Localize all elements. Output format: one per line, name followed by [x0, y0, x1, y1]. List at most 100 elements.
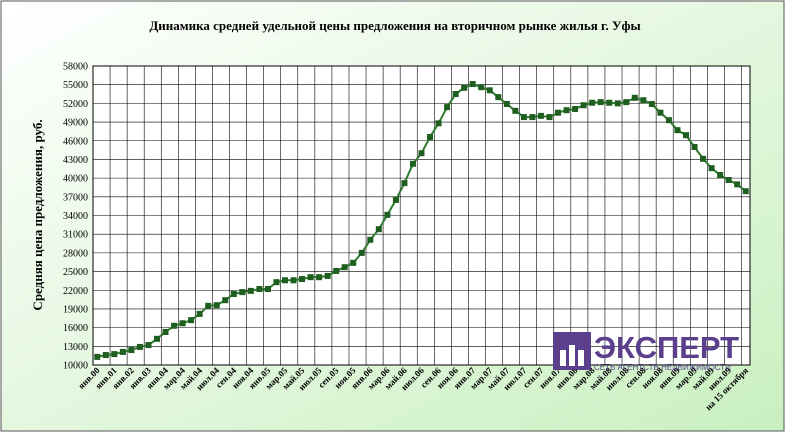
- marker: [341, 264, 348, 271]
- marker: [589, 99, 596, 106]
- marker: [119, 348, 126, 355]
- marker: [384, 211, 391, 218]
- chart-title: Динамика средней удельной цены предложен…: [149, 18, 640, 33]
- marker: [162, 328, 169, 335]
- marker: [674, 127, 681, 134]
- y-tick-label: 10000: [63, 361, 88, 372]
- logo-icon: [560, 350, 566, 366]
- marker: [691, 143, 698, 150]
- y-tick-label: 22000: [63, 286, 88, 297]
- marker: [273, 279, 280, 286]
- marker: [392, 196, 399, 203]
- marker: [375, 226, 382, 233]
- marker: [555, 109, 562, 116]
- marker: [657, 109, 664, 116]
- marker: [546, 114, 553, 121]
- y-tick-label: 28000: [63, 248, 88, 259]
- marker: [427, 134, 434, 141]
- marker: [401, 180, 408, 187]
- y-tick-label: 58000: [63, 62, 88, 73]
- y-tick-label: 46000: [63, 136, 88, 147]
- y-tick-label: 19000: [63, 304, 88, 315]
- y-axis-label: Средняя цена предложения, руб.: [30, 119, 45, 310]
- marker: [606, 99, 613, 106]
- y-tick-label: 37000: [63, 192, 88, 203]
- logo-icon: [578, 350, 584, 366]
- marker: [683, 132, 690, 139]
- marker: [358, 249, 365, 256]
- marker: [665, 117, 672, 124]
- marker: [213, 302, 220, 309]
- logo-tagline: СЕТЬ АГЕНТСТВ НЕДВИЖИМОСТИ: [594, 363, 731, 372]
- y-tick-label: 34000: [63, 211, 88, 222]
- marker: [597, 99, 604, 106]
- y-tick-label: 43000: [63, 155, 88, 166]
- marker: [205, 302, 212, 309]
- marker: [136, 343, 143, 350]
- marker: [563, 107, 570, 114]
- marker: [512, 107, 519, 114]
- marker: [102, 352, 109, 359]
- y-tick-label: 52000: [63, 99, 88, 110]
- marker: [734, 181, 741, 188]
- y-tick-label: 13000: [63, 342, 88, 353]
- grid: [93, 65, 750, 366]
- marker: [486, 87, 493, 94]
- marker: [409, 160, 416, 167]
- logo: ЭКСПЕРТ СЕТЬ АГЕНТСТВ НЕДВИЖИМОСТИ: [553, 330, 739, 372]
- marker: [640, 97, 647, 104]
- marker: [196, 310, 203, 317]
- marker: [239, 289, 246, 296]
- marker: [188, 317, 195, 324]
- y-tick-label: 25000: [63, 267, 88, 278]
- y-tick-label: 49000: [63, 118, 88, 129]
- marker: [520, 114, 527, 121]
- marker: [222, 297, 229, 304]
- marker: [145, 342, 152, 349]
- marker: [256, 286, 263, 293]
- marker: [631, 94, 638, 101]
- marker: [580, 102, 587, 109]
- marker: [537, 112, 544, 119]
- marker: [179, 320, 186, 327]
- marker: [247, 287, 254, 294]
- marker: [461, 84, 468, 91]
- y-tick-label: 55000: [63, 80, 88, 91]
- marker: [708, 165, 715, 172]
- marker: [316, 274, 323, 281]
- marker: [153, 335, 160, 342]
- y-tick-label: 31000: [63, 230, 88, 241]
- marker: [452, 91, 459, 98]
- y-tick-label: 40000: [63, 174, 88, 185]
- marker: [307, 274, 314, 281]
- marker: [324, 272, 331, 279]
- marker: [128, 347, 135, 354]
- logo-icon: [569, 345, 575, 366]
- marker: [171, 322, 178, 329]
- marker: [742, 188, 749, 195]
- marker: [418, 150, 425, 157]
- marker: [614, 100, 621, 107]
- marker: [469, 81, 476, 88]
- marker: [495, 94, 502, 101]
- marker: [529, 114, 536, 121]
- y-tick-label: 16000: [63, 323, 88, 334]
- marker: [367, 236, 374, 243]
- marker: [572, 105, 579, 112]
- marker: [717, 172, 724, 179]
- marker: [435, 120, 442, 127]
- marker: [623, 99, 630, 106]
- marker: [264, 286, 271, 293]
- marker: [299, 276, 306, 283]
- marker: [478, 84, 485, 91]
- marker: [350, 259, 357, 266]
- marker: [281, 277, 288, 284]
- marker: [503, 100, 510, 107]
- logo-name: ЭКСПЕРТ: [594, 330, 739, 365]
- marker: [230, 290, 237, 297]
- marker: [333, 267, 340, 274]
- marker: [648, 100, 655, 107]
- marker: [444, 104, 451, 111]
- marker: [290, 277, 297, 284]
